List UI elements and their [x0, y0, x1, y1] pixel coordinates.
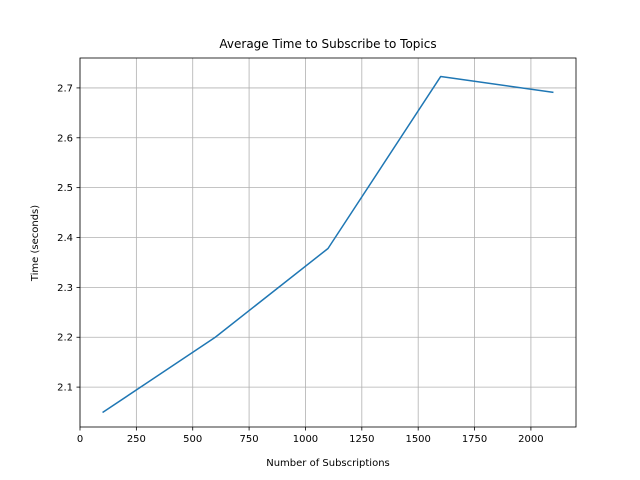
grid [79, 58, 576, 427]
x-tick-label: 1750 [462, 434, 487, 445]
x-tick-label: 250 [127, 434, 146, 445]
y-tick-label: 2.7 [57, 83, 73, 94]
x-tick-label: 750 [240, 434, 259, 445]
series-line-0 [102, 75, 554, 414]
y-tick-label: 2.5 [57, 183, 73, 194]
y-tick-label: 2.6 [57, 133, 73, 144]
series-layer [102, 75, 554, 414]
x-axis-ticks: 0 250 500 750 1000 1250 1500 1750 2000 [77, 427, 544, 445]
x-tick-label: 500 [183, 434, 202, 445]
x-tick-label: 0 [77, 434, 83, 445]
plot-frame [79, 57, 577, 428]
x-tick-label: 1000 [293, 434, 318, 445]
y-tick-label: 2.4 [57, 233, 73, 244]
x-tick-label: 2000 [518, 434, 543, 445]
y-tick-label: 2.2 [57, 333, 73, 344]
x-tick-label: 1250 [349, 434, 374, 445]
y-tick-label: 2.1 [57, 383, 73, 394]
x-tick-label: 1500 [405, 434, 430, 445]
y-tick-label: 2.3 [57, 283, 73, 294]
y-axis-label: Time (seconds) [30, 205, 41, 282]
chart-title: Average Time to Subscribe to Topics [219, 37, 436, 51]
x-axis-label: Number of Subscriptions [266, 458, 390, 469]
y-axis-ticks: 2.1 2.2 2.3 2.4 2.5 2.6 2.7 [57, 83, 80, 394]
